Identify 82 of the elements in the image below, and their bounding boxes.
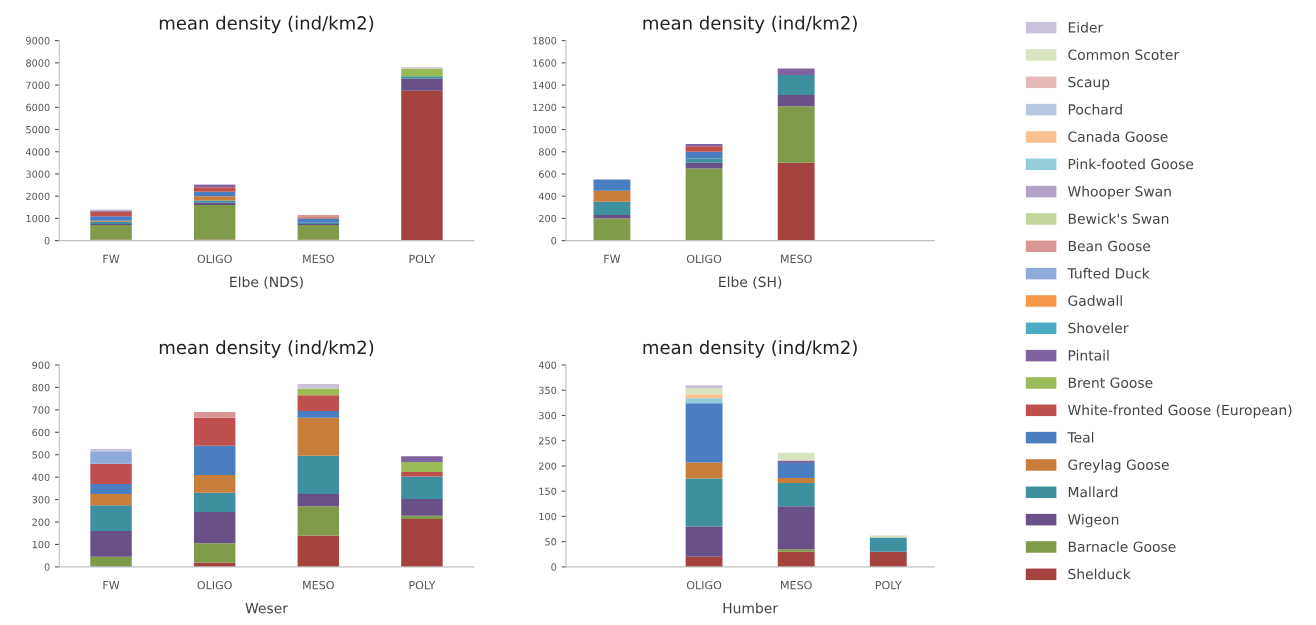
- x-axis-title: Elbe (NDS): [230, 276, 303, 289]
- legend-label: Bewick's Swan: [1068, 213, 1169, 224]
- legend-label: White-fronted Goose (European): [1067, 404, 1292, 418]
- legend-label: Bean Goose: [1068, 240, 1151, 252]
- y-tick-label: 700: [32, 406, 50, 414]
- legend-label: Greylag Goose: [1068, 459, 1169, 473]
- x-tick-label: MESO: [781, 254, 812, 264]
- legend-label: Pink-footed Goose: [1068, 158, 1194, 170]
- y-tick-label: 200: [539, 214, 557, 223]
- x-tick-label: POLY: [409, 254, 436, 264]
- chart-title: mean density (ind/km2): [159, 340, 374, 358]
- y-tick-label: 400: [32, 473, 50, 481]
- y-tick-label: 0: [44, 563, 50, 571]
- x-axis-title: Elbe (SH): [719, 276, 782, 289]
- x-axis-title: Humber: [723, 602, 779, 614]
- legend-label: Teal: [1067, 431, 1094, 443]
- y-tick-label: 400: [538, 192, 557, 201]
- x-axis-title: Weser: [245, 603, 288, 614]
- y-tick-label: 100: [32, 540, 50, 549]
- y-tick-label: 1600: [533, 59, 557, 67]
- chart-title: mean density (ind/km2): [643, 15, 857, 34]
- y-tick-label: 1000: [26, 214, 50, 223]
- y-tick-label: 1200: [533, 103, 557, 112]
- y-tick-label: 3000: [26, 170, 50, 178]
- y-tick-label: 8000: [26, 59, 50, 67]
- legend-label: Eider: [1068, 21, 1104, 33]
- y-tick-label: 50: [545, 538, 557, 546]
- y-tick-label: 800: [32, 383, 50, 392]
- legend-label: Mallard: [1068, 486, 1118, 498]
- legend-label: Shelduck: [1068, 568, 1131, 580]
- y-tick-label: 200: [32, 518, 50, 526]
- legend-label: Whooper Swan: [1067, 185, 1171, 200]
- y-tick-label: 150: [539, 487, 557, 495]
- y-tick-label: 800: [538, 148, 557, 156]
- y-tick-label: 7000: [26, 81, 50, 89]
- y-tick-label: 5000: [26, 125, 50, 134]
- x-tick-label: FW: [103, 254, 120, 263]
- x-tick-label: FW: [604, 254, 621, 263]
- y-tick-label: 1400: [533, 81, 557, 89]
- y-tick-label: 0: [551, 563, 557, 571]
- legend-label: Brent Goose: [1068, 377, 1153, 388]
- y-tick-label: 1000: [533, 125, 557, 134]
- y-tick-label: 900: [32, 361, 50, 369]
- y-tick-label: 200: [539, 462, 557, 470]
- legend-label: Scaup: [1068, 76, 1110, 90]
- legend-label: Common Scoter: [1068, 49, 1180, 60]
- legend-label: Barnacle Goose: [1068, 541, 1176, 552]
- x-tick-label: OLIGO: [197, 580, 232, 590]
- x-tick-label: MESO: [303, 254, 334, 264]
- y-tick-label: 2000: [26, 192, 50, 201]
- x-tick-label: MESO: [781, 580, 812, 590]
- y-tick-label: 300: [32, 496, 50, 504]
- y-tick-label: 300: [539, 411, 557, 420]
- legend-label: Shoveler: [1068, 322, 1129, 334]
- y-tick-label: 0: [551, 237, 557, 245]
- y-tick-label: 500: [32, 451, 50, 459]
- legend-label: Pintail: [1068, 349, 1109, 361]
- y-tick-label: 0: [44, 237, 50, 245]
- y-tick-label: 9000: [26, 37, 50, 45]
- y-tick-label: 250: [539, 437, 557, 445]
- chart-title: mean density (ind/km2): [159, 15, 374, 34]
- y-tick-label: 1800: [533, 37, 557, 45]
- x-tick-label: POLY: [875, 580, 902, 590]
- x-tick-label: OLIGO: [197, 254, 232, 264]
- y-tick-label: 400: [538, 361, 557, 369]
- legend-label: Wigeon: [1067, 513, 1119, 528]
- x-tick-label: OLIGO: [686, 580, 722, 590]
- x-tick-label: MESO: [303, 580, 334, 590]
- y-tick-label: 6000: [26, 103, 50, 112]
- y-tick-label: 600: [538, 170, 557, 178]
- chart-title: mean density (ind/km2): [643, 340, 857, 358]
- legend-label: Gadwall: [1068, 295, 1122, 306]
- x-tick-label: OLIGO: [686, 254, 722, 264]
- y-tick-label: 100: [539, 512, 557, 521]
- x-tick-label: FW: [103, 581, 120, 590]
- y-tick-label: 4000: [25, 148, 50, 156]
- y-tick-label: 350: [539, 386, 557, 395]
- legend-label: Canada Goose: [1068, 131, 1168, 142]
- x-tick-label: POLY: [409, 580, 436, 590]
- legend-label: Pochard: [1068, 103, 1122, 115]
- y-tick-label: 600: [32, 428, 50, 437]
- legend-label: Tufted Duck: [1067, 267, 1150, 279]
